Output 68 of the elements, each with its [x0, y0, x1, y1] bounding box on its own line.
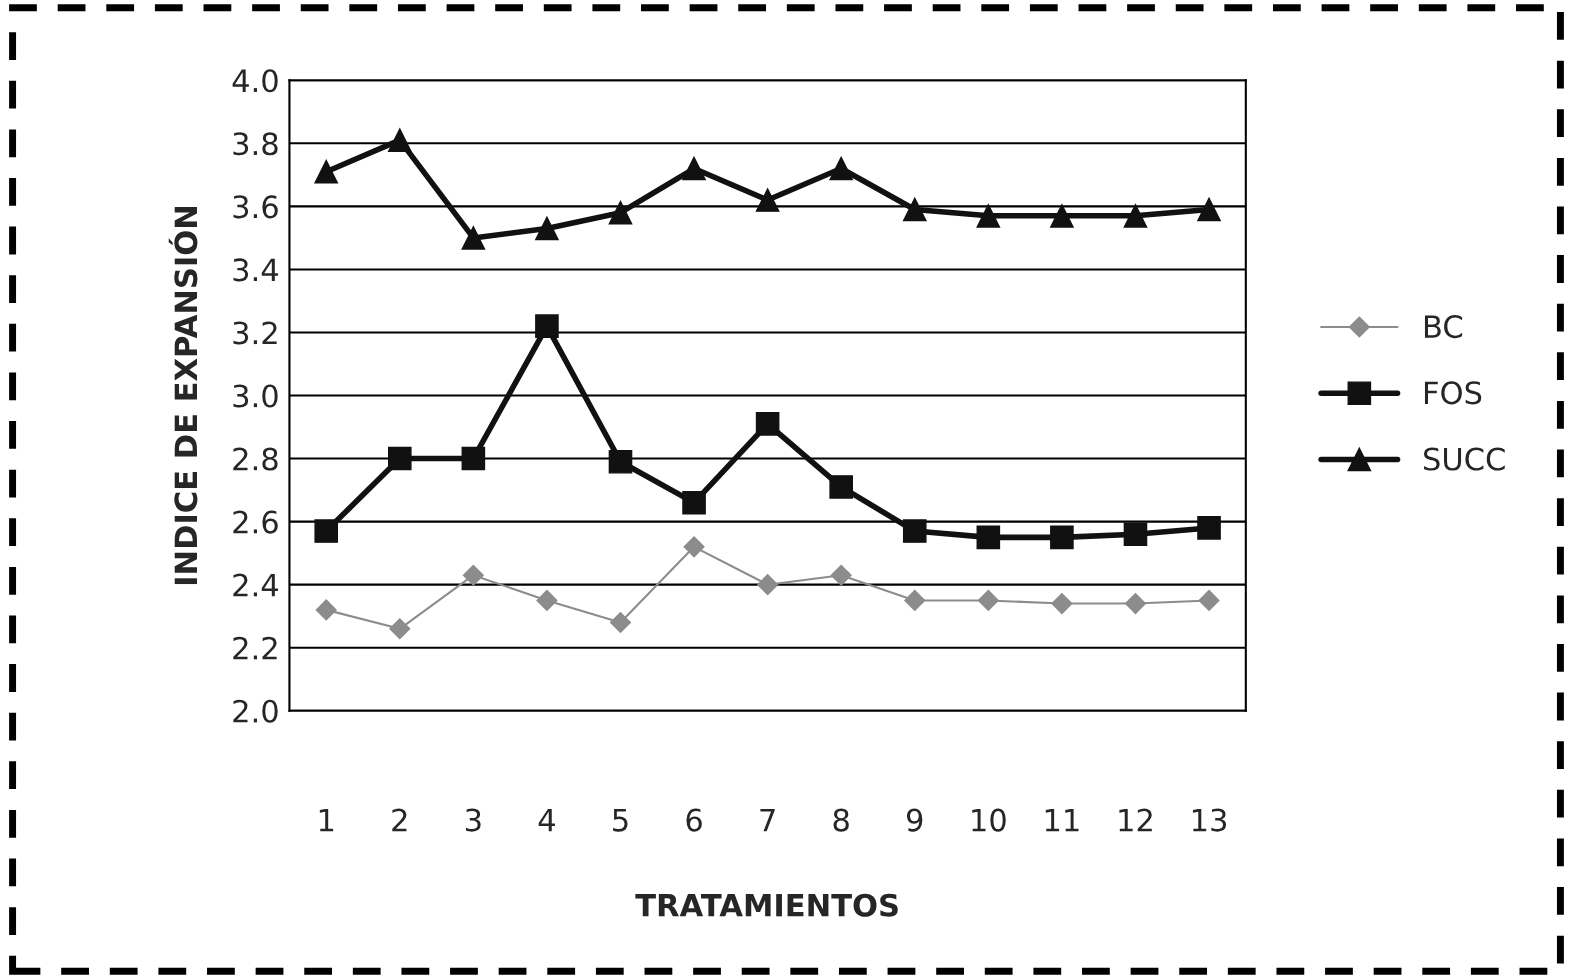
point [682, 490, 706, 515]
point [462, 564, 484, 586]
point [1123, 204, 1148, 228]
point [1050, 525, 1074, 550]
point [829, 156, 853, 181]
x-tick-label: 12 [1119, 808, 1152, 832]
y-tick-label: 3.4 [233, 258, 278, 282]
y-tick-label: 2.8 [233, 447, 278, 471]
y-tick-label: 3.2 [233, 321, 277, 345]
y-tick-label: 2.2 [233, 636, 277, 660]
point [608, 449, 633, 474]
point [902, 197, 927, 222]
point [757, 574, 779, 596]
y-tick-label: 3.6 [233, 195, 278, 219]
legend-label: BC [1424, 315, 1463, 339]
x-tick-label: 13 [1192, 808, 1227, 832]
point [535, 216, 559, 241]
y-axis-title: INDICE DE EXPANSIÓN [168, 206, 198, 585]
point [976, 204, 1001, 228]
legend-label: SUCC [1423, 447, 1505, 471]
x-tick-label: 5 [613, 808, 628, 832]
y-tick-label: 2.4 [233, 573, 278, 597]
point [830, 564, 852, 586]
x-tick-label: 7 [760, 808, 775, 832]
point [314, 519, 339, 543]
point [1051, 593, 1073, 615]
point [314, 159, 339, 184]
point [902, 519, 927, 543]
point [755, 188, 780, 212]
point [977, 589, 999, 611]
point [682, 156, 706, 181]
x-tick-label: 9 [906, 808, 923, 832]
y-tick-label: 2.6 [233, 510, 278, 534]
point [829, 475, 853, 499]
point [389, 618, 411, 640]
point [904, 589, 926, 611]
point [461, 446, 486, 471]
x-tick-label: 8 [833, 808, 849, 832]
x-tick-label: 11 [1045, 808, 1079, 832]
point [461, 226, 486, 250]
point [536, 589, 558, 611]
point [1123, 522, 1148, 547]
point [315, 599, 337, 621]
x-tick-label: 3 [465, 808, 481, 832]
x-tick-label: 4 [538, 808, 555, 832]
x-tick-label: 2 [392, 808, 407, 832]
point [609, 611, 632, 634]
point [1197, 197, 1221, 222]
point [387, 446, 412, 471]
point [387, 128, 412, 152]
point [976, 525, 1001, 550]
x-axis-title: TRATAMIENTOS [635, 893, 898, 917]
legend-label: FOS [1424, 381, 1482, 405]
x-tick-label: 10 [972, 808, 1006, 832]
y-tick-label: 3.0 [233, 384, 278, 408]
point [1124, 593, 1146, 615]
y-tick-label: 3.8 [233, 132, 278, 156]
point [1198, 589, 1220, 611]
point [1197, 516, 1221, 540]
point [535, 314, 559, 338]
point [683, 536, 705, 558]
x-tick-label: 6 [686, 808, 702, 832]
point [755, 412, 780, 436]
y-tick-label: 2.0 [233, 699, 278, 723]
y-tick-label: 4.0 [232, 69, 278, 93]
x-tick-label: 1 [319, 808, 334, 832]
point [608, 200, 633, 225]
point [1050, 204, 1074, 228]
